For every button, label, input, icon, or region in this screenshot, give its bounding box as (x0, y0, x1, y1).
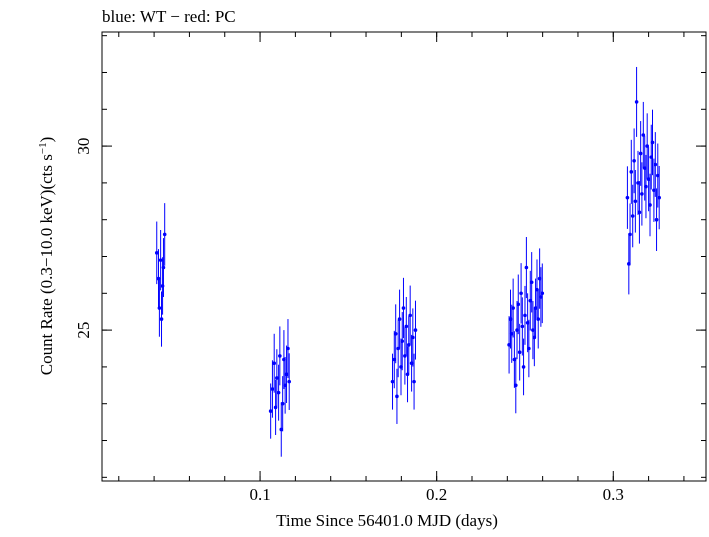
plot-frame (101, 31, 707, 482)
data-point (270, 387, 275, 391)
data-point (286, 346, 290, 351)
data-point (653, 162, 658, 167)
data-point (640, 192, 644, 196)
data-point (404, 324, 409, 329)
data-point (516, 302, 521, 307)
data-point (540, 291, 545, 296)
data-point (645, 144, 649, 148)
data-point (517, 350, 522, 354)
data-point (630, 214, 635, 218)
y-axis-label-main: Count Rate (0.3−10.0 keV)(cts s (37, 154, 56, 375)
data-point (401, 306, 406, 310)
data-point (638, 151, 643, 156)
y-tick-labels: 25 30 (74, 138, 93, 339)
data-point (279, 427, 284, 432)
data-point (650, 140, 655, 145)
data-point (528, 298, 533, 303)
data-point (397, 317, 402, 321)
data-point (652, 188, 656, 193)
data-point (403, 354, 407, 358)
data-point (519, 291, 523, 296)
chart-title: blue: WT − red: PC (102, 7, 236, 26)
data-point (161, 265, 166, 270)
data-point (406, 343, 411, 347)
data-point (641, 133, 646, 137)
data-point (162, 232, 167, 237)
data-point (633, 199, 638, 204)
data-point (521, 365, 526, 369)
data-point (411, 335, 415, 340)
data-point (390, 379, 395, 384)
data-point (158, 258, 163, 262)
data-point (268, 409, 273, 413)
data-point (644, 184, 648, 189)
data-point (507, 343, 511, 347)
data-point (392, 357, 397, 362)
data-point (636, 181, 640, 185)
data-point (654, 217, 659, 222)
data-point (629, 170, 634, 174)
data-point (275, 376, 279, 380)
x-tick-label: 0.3 (603, 485, 624, 504)
data-point (408, 313, 412, 318)
data-point (396, 346, 400, 351)
data-point (276, 390, 281, 395)
x-tick-labels: 0.1 0.2 0.3 (249, 485, 623, 504)
data-point (634, 100, 639, 104)
y-axis-label-end: ) (37, 137, 56, 143)
ticks-layer (102, 32, 706, 481)
data-point (536, 317, 541, 321)
data-point (272, 361, 276, 366)
y-axis-label-sup: −1 (37, 142, 49, 154)
data-point (509, 331, 514, 336)
data-point (283, 383, 287, 388)
data-point (527, 346, 531, 351)
data-point (529, 280, 534, 285)
data-point (278, 354, 282, 358)
data-point (632, 159, 636, 163)
y-axis-label: Count Rate (0.3−10.0 keV)(cts s−1) (37, 137, 56, 376)
data-point (400, 339, 405, 343)
data-point (523, 313, 527, 318)
x-tick-label: 0.2 (426, 485, 447, 504)
data-point (648, 203, 652, 207)
data-point (511, 306, 515, 310)
data-layer (154, 66, 661, 457)
data-point (531, 328, 535, 332)
data-point (524, 265, 529, 270)
data-point (154, 251, 159, 255)
data-point (628, 232, 632, 237)
data-point (625, 195, 630, 200)
data-point (637, 210, 642, 215)
data-point (280, 401, 285, 406)
data-point (513, 383, 518, 388)
data-point (412, 379, 416, 384)
data-point (520, 324, 525, 329)
y-tick-label: 30 (74, 138, 93, 155)
data-point (512, 357, 517, 362)
y-tick-label: 25 (74, 322, 93, 339)
data-point (655, 173, 660, 178)
data-point (533, 306, 538, 310)
x-axis-label: Time Since 56401.0 MJD (days) (276, 511, 498, 530)
data-point (157, 306, 162, 310)
data-point (657, 195, 661, 200)
data-point (413, 328, 418, 332)
data-point (539, 295, 543, 299)
data-point (393, 331, 398, 336)
data-point (159, 317, 164, 321)
data-point (646, 177, 651, 182)
data-point (284, 372, 289, 377)
x-tick-label: 0.1 (249, 485, 270, 504)
data-point (395, 394, 399, 399)
data-point (287, 379, 292, 384)
